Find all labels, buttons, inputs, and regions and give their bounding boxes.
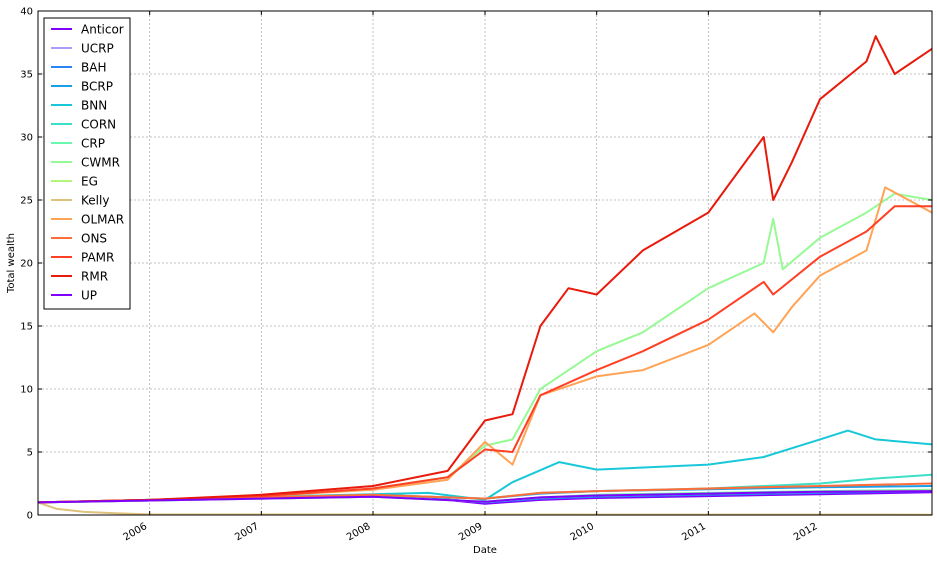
grid [38, 10, 932, 516]
y-tick-label: 40 [20, 7, 33, 18]
legend-label-crp: CRP [81, 137, 105, 151]
y-tick-label: 0 [27, 511, 33, 522]
legend-label-bnn: BNN [81, 99, 107, 113]
legend-label-corn: CORN [81, 118, 116, 132]
y-tick-label: 35 [20, 70, 33, 81]
legend-label-cwmr: CWMR [81, 156, 120, 170]
y-axis-label: Total wealth [6, 233, 17, 294]
legend-label-eg: EG [81, 175, 98, 189]
x-tick-label: 2012 [792, 521, 820, 543]
y-tick-label: 15 [20, 322, 33, 333]
x-tick-label: 2008 [345, 521, 373, 543]
x-tick-label: 2006 [122, 521, 150, 543]
x-tick-label: 2009 [457, 521, 485, 543]
series-line-pamr [37, 205, 932, 504]
y-tick-label: 30 [20, 133, 33, 144]
series-line-kelly [37, 501, 933, 516]
x-tick-label: 2011 [680, 521, 708, 543]
y-tick-label: 25 [20, 196, 33, 207]
series-line-up [37, 490, 933, 504]
series-line-rmr [37, 35, 933, 504]
legend-label-bcrp: BCRP [81, 80, 113, 94]
legend-label-up: UP [81, 289, 97, 303]
legend-label-olmar: OLMAR [81, 213, 124, 227]
legend-label-anticor: Anticor [81, 23, 124, 37]
y-tick-label: 5 [27, 448, 33, 459]
legend-label-kelly: Kelly [81, 194, 109, 208]
legend-label-pamr: PAMR [81, 251, 114, 265]
legend: Anticor UCRP BAH BCRP BNN CORN CRP CWMR EG Kelly O… [43, 17, 131, 310]
series-line-olmar [37, 186, 933, 504]
x-tick-label: 2010 [569, 521, 597, 543]
y-tick-label: 20 [20, 259, 33, 270]
legend-label-rmr: RMR [81, 270, 108, 284]
series-lines [37, 35, 933, 516]
legend-label-bah: BAH [81, 61, 106, 75]
x-tick-label: 2007 [233, 521, 261, 543]
legend-label-ucrp: UCRP [81, 42, 114, 56]
x-axis-label: Date [473, 545, 497, 556]
y-tick-label: 10 [20, 385, 33, 396]
legend-label-ons: ONS [81, 232, 107, 246]
